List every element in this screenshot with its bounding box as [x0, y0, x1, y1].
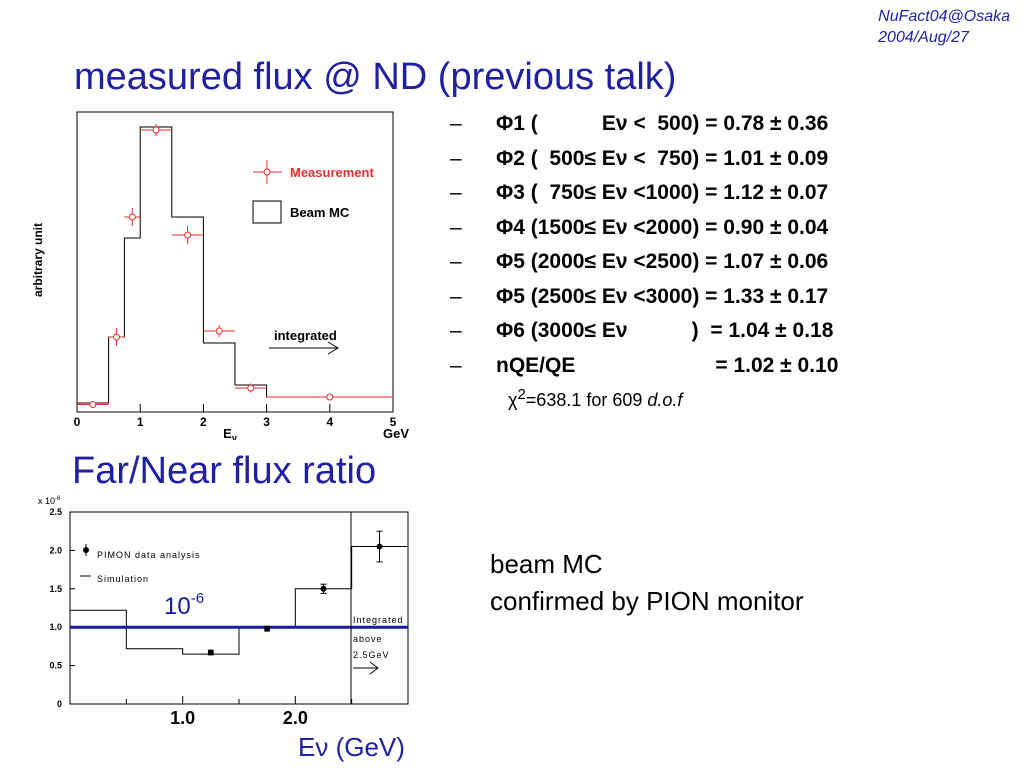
x-axis-unit: GeV [383, 426, 409, 440]
svg-text:Integrated: Integrated [353, 615, 404, 625]
legend-sim-label: Simulation [97, 574, 149, 584]
conference-name: NuFact04@Osaka [878, 8, 1010, 25]
data-point [207, 649, 214, 656]
x-tick-label: 2 [200, 415, 207, 429]
slide-title: measured flux @ ND (previous talk) [74, 56, 677, 98]
measurement-point [203, 325, 235, 337]
integrated-label: integrated [274, 328, 337, 343]
measurement-point [77, 401, 109, 408]
measurement-point [140, 124, 172, 136]
measurement-point [235, 383, 267, 393]
note-line-1: beam MC [490, 549, 603, 579]
legend-data-label: PIMON data analysis [97, 550, 201, 560]
integrated-arrow [269, 341, 339, 355]
data-point [264, 625, 271, 632]
legend: PIMON data analysis Simulation [80, 544, 201, 584]
y-tick-label: 0.5 [49, 661, 62, 671]
y-tick-label: 0 [57, 699, 62, 709]
x-axis-label: Eν [223, 426, 237, 440]
y-tick-label: 1.5 [49, 584, 62, 594]
legend-mc-marker [252, 200, 282, 224]
integrated-note: Integrated above 2.5GeV [353, 615, 404, 675]
y-tick-label: 2.0 [49, 545, 62, 555]
y-axis-label: arbitrary unit [31, 223, 45, 297]
reference-label: 10-6 [164, 590, 204, 620]
x-tick-label: 4 [326, 415, 333, 429]
svg-text:2.5GeV: 2.5GeV [353, 650, 390, 660]
x-tick-label: 5 [390, 415, 397, 429]
x-tick-label: 1 [137, 415, 144, 429]
y-tick-label: 1.0 [49, 622, 62, 632]
conference-label: NuFact04@Osaka 2004/Aug/27 [878, 6, 1010, 48]
section-title: Far/Near flux ratio [72, 450, 377, 492]
conference-date: 2004/Aug/27 [878, 29, 969, 46]
legend-measurement-marker [263, 168, 271, 176]
legend-measurement-label: Measurement [290, 165, 374, 180]
note-line-2: confirmed by PION monitor [490, 586, 804, 616]
chi-square-text: χ2=638.1 for 609 d.o.f [508, 386, 683, 410]
y-scale-label: x 10-6 [38, 496, 61, 506]
measurement-point [171, 226, 204, 244]
conclusion-note: beam MC confirmed by PION monitor [490, 546, 804, 620]
plot-frame [69, 511, 409, 705]
data-point [376, 530, 383, 563]
data-point [320, 583, 327, 594]
y-tick-label: 2.5 [49, 507, 62, 517]
measurement-point [124, 208, 141, 226]
flux-chart: 0 1 2 3 4 5 arbitrary unit Eν GeV Measurement… [31, 111, 409, 440]
x-tick-label: 2.0 [283, 708, 308, 728]
svg-text:above: above [353, 634, 383, 644]
far-near-ratio-chart: x 10-6 0 0.5 1.0 1.5 2.0 2.5 1.0 2.0 PIMON data… [38, 496, 409, 762]
x-tick-label: 1.0 [170, 708, 195, 728]
simulation-histogram [70, 546, 408, 655]
legend-mc-label: Beam MC [290, 205, 350, 220]
measurement-point [108, 328, 125, 346]
measurement-point [266, 393, 393, 401]
x-tick-label: 3 [263, 415, 270, 429]
plot-frame [76, 111, 394, 413]
legend: Measurement Beam MC [252, 160, 374, 224]
x-axis-label: Eν (GeV) [298, 732, 405, 762]
x-tick-label: 0 [74, 415, 81, 429]
